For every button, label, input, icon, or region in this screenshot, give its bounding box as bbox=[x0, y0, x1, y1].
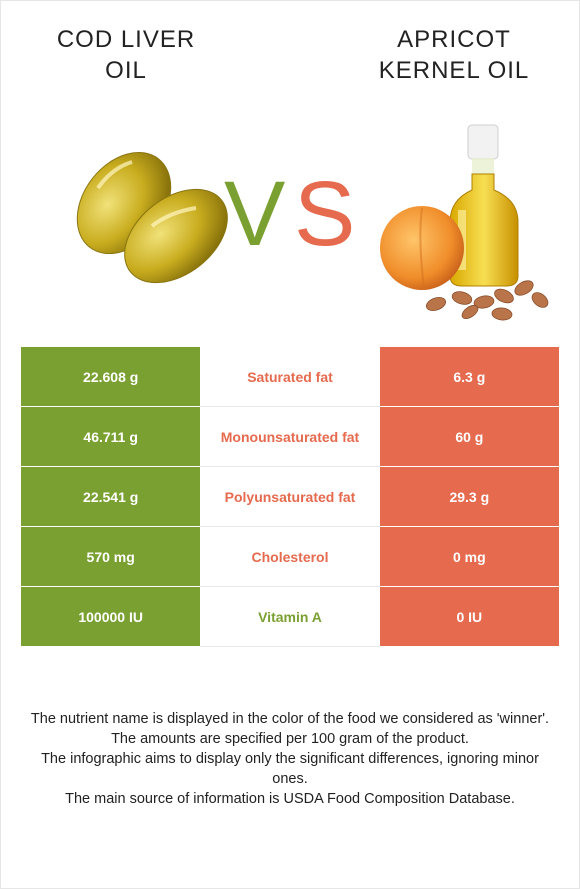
left-value: 46.711 g bbox=[21, 406, 201, 467]
vs-label: V S bbox=[222, 163, 356, 265]
nutrient-name: Polyunsaturated fat bbox=[200, 466, 380, 527]
left-value: 22.541 g bbox=[21, 466, 201, 527]
right-value: 0 mg bbox=[379, 526, 559, 587]
left-food-title-line1: COD LIVER bbox=[56, 26, 196, 53]
footer-note-4: The main source of information is USDA F… bbox=[65, 791, 515, 807]
oil-bottle-apricot-icon bbox=[380, 124, 549, 321]
right-food-title-line2: KERNEL OIL bbox=[378, 57, 530, 84]
table-row: 570 mg Cholesterol 0 mg bbox=[21, 526, 559, 587]
vs-v-letter: V bbox=[224, 163, 286, 265]
table-row: 46.711 g Monounsaturated fat 60 g bbox=[21, 406, 559, 467]
footer-note-1: The nutrient name is displayed in the co… bbox=[30, 711, 550, 727]
right-food-title-line1: APRICOT bbox=[397, 26, 511, 53]
nutrient-name: Cholesterol bbox=[200, 526, 380, 587]
left-food-title-line2: OIL bbox=[105, 57, 147, 84]
footer-note-3: The infographic aims to display only the… bbox=[41, 751, 539, 787]
right-value: 0 IU bbox=[379, 586, 559, 647]
capsules-icon bbox=[76, 151, 228, 284]
left-value: 100000 IU bbox=[21, 586, 201, 647]
right-value: 29.3 g bbox=[379, 466, 559, 527]
left-food-title: COD LIVER OIL bbox=[26, 24, 226, 86]
right-value: 6.3 g bbox=[379, 347, 559, 407]
table-row: 22.608 g Saturated fat 6.3 g bbox=[21, 347, 559, 407]
footer-note-2: The amounts are specified per 100 gram o… bbox=[111, 731, 469, 747]
right-value: 60 g bbox=[379, 406, 559, 467]
nutrient-name: Monounsaturated fat bbox=[200, 406, 380, 467]
hero-illustration bbox=[76, 124, 549, 321]
right-food-title: APRICOT KERNEL OIL bbox=[354, 24, 554, 86]
nutrient-name: Saturated fat bbox=[200, 347, 380, 407]
vs-s-letter: S bbox=[294, 163, 356, 265]
left-value: 22.608 g bbox=[21, 347, 201, 407]
comparison-table: 22.608 g Saturated fat 6.3 g 46.711 g Monoun… bbox=[21, 347, 559, 647]
left-value: 570 mg bbox=[21, 526, 201, 587]
footer-notes: The nutrient name is displayed in the co… bbox=[30, 709, 550, 809]
nutrient-name: Vitamin A bbox=[200, 586, 380, 647]
table-row: 22.541 g Polyunsaturated fat 29.3 g bbox=[21, 466, 559, 527]
